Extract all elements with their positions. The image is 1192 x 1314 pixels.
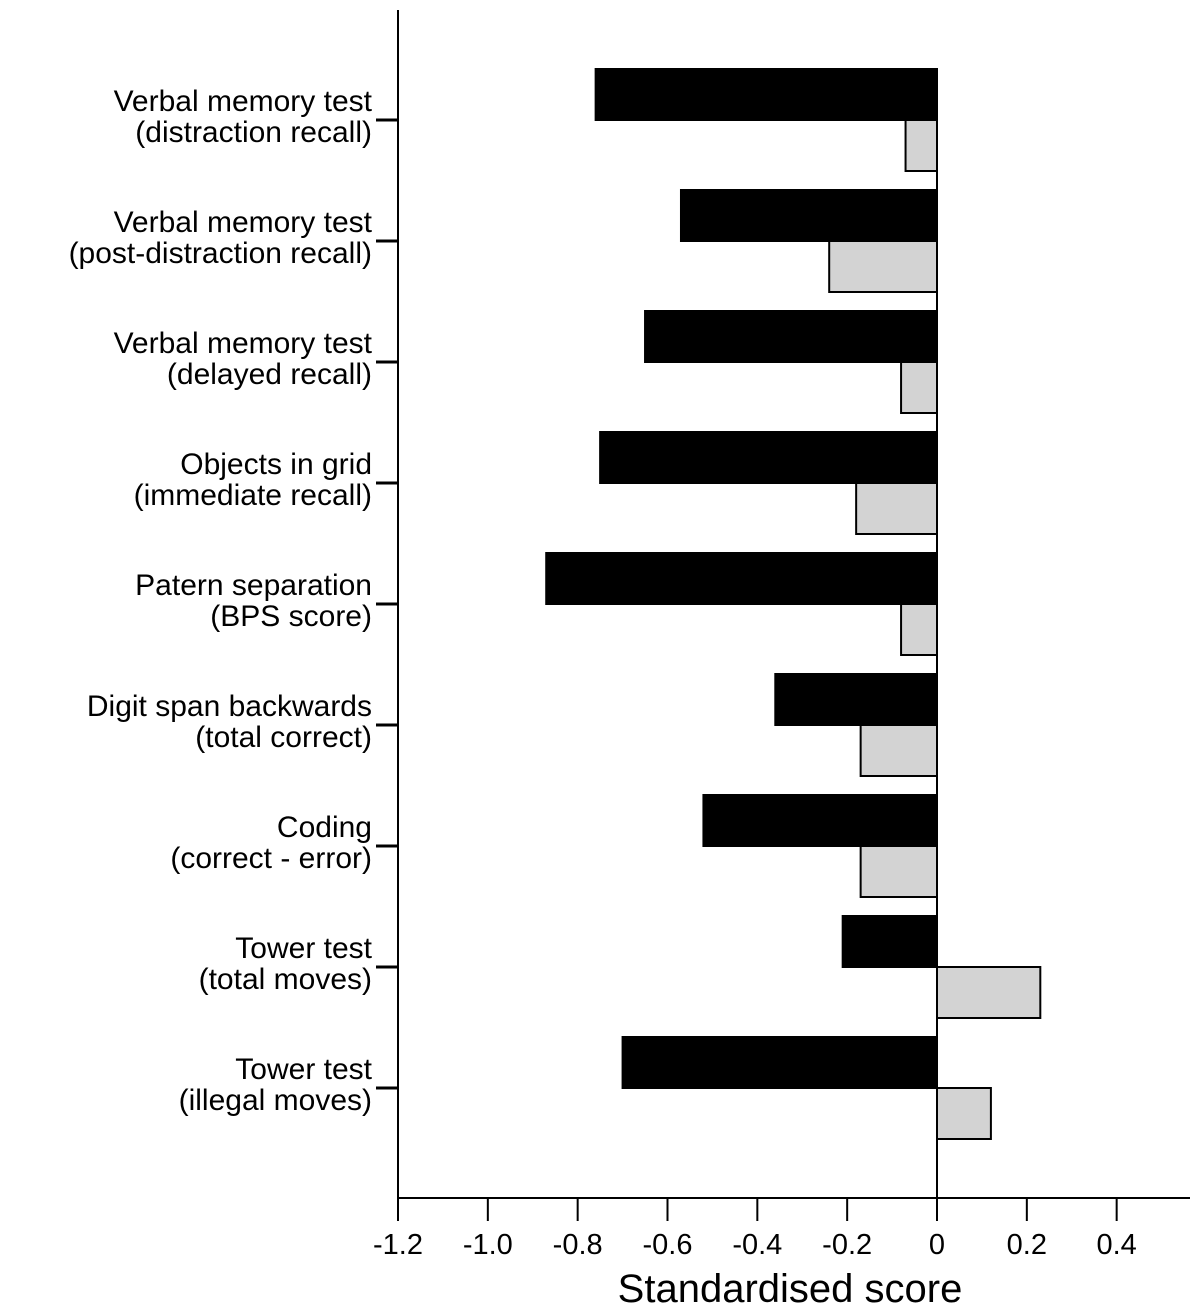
category-sublabel: (correct - error) <box>170 842 372 875</box>
category-sublabel: (post-distraction recall) <box>69 237 372 270</box>
bar-series-2-cat-2 <box>828 240 939 293</box>
x-tick-label: -1.0 <box>463 1229 513 1261</box>
category-label: Coding <box>277 811 372 844</box>
bar-series-1-cat-2 <box>679 189 938 242</box>
category-label: Objects in grid <box>180 448 372 481</box>
bar-series-2-cat-3 <box>900 361 938 414</box>
bar-series-2-cat-7 <box>859 845 938 898</box>
bar-series-2-cat-5 <box>900 603 938 656</box>
category-sublabel: (total moves) <box>199 963 372 996</box>
bar-series-1-cat-8 <box>841 915 938 968</box>
category-sublabel: (BPS score) <box>210 600 372 633</box>
category-label: Verbal memory test <box>114 85 373 118</box>
x-tick-label: -0.8 <box>553 1229 603 1261</box>
x-tick-label: -1.2 <box>373 1229 423 1261</box>
bar-series-1-cat-3 <box>644 310 939 363</box>
x-tick-label: -0.2 <box>822 1229 872 1261</box>
category-label: Tower test <box>235 1053 372 1086</box>
x-tick-label: 0.2 <box>1007 1229 1047 1261</box>
category-sublabel: (distraction recall) <box>135 116 372 149</box>
bar-series-1-cat-4 <box>599 431 938 484</box>
bar-series-2-cat-8 <box>936 966 1042 1019</box>
x-tick-label: 0.4 <box>1097 1229 1137 1261</box>
bar-series-1-cat-6 <box>774 673 938 726</box>
x-ticks-layer: -1.2 -1.0 -0.8 -0.6 -0.4 -0.2 0 0.2 0.4 <box>373 1198 1137 1261</box>
category-label: Tower test <box>235 932 372 965</box>
category-labels-layer: Verbal memory test(distraction recall)Ve… <box>69 85 398 1117</box>
category-sublabel: (immediate recall) <box>134 479 372 512</box>
category-sublabel: (total correct) <box>195 721 372 754</box>
category-label: Verbal memory test <box>114 206 373 239</box>
bars-layer <box>545 68 1042 1140</box>
category-sublabel: (delayed recall) <box>167 358 372 391</box>
bar-series-1-cat-1 <box>594 68 939 121</box>
bar-series-2-cat-9 <box>936 1087 992 1140</box>
category-label: Patern separation <box>135 569 372 602</box>
bar-series-2-cat-4 <box>855 482 939 535</box>
x-tick-label: -0.6 <box>643 1229 693 1261</box>
bar-series-1-cat-9 <box>621 1036 938 1089</box>
category-label: Verbal memory test <box>114 327 373 360</box>
bar-series-2-cat-6 <box>859 724 938 777</box>
category-label: Digit span backwards <box>87 690 372 723</box>
x-tick-label: 0 <box>929 1229 945 1261</box>
x-axis-title: Standardised score <box>618 1267 963 1309</box>
bar-series-1-cat-5 <box>545 552 938 605</box>
x-tick-label: -0.4 <box>732 1229 782 1261</box>
bar-series-2-cat-1 <box>904 119 939 172</box>
category-sublabel: (illegal moves) <box>179 1084 372 1117</box>
bar-series-1-cat-7 <box>702 794 939 847</box>
